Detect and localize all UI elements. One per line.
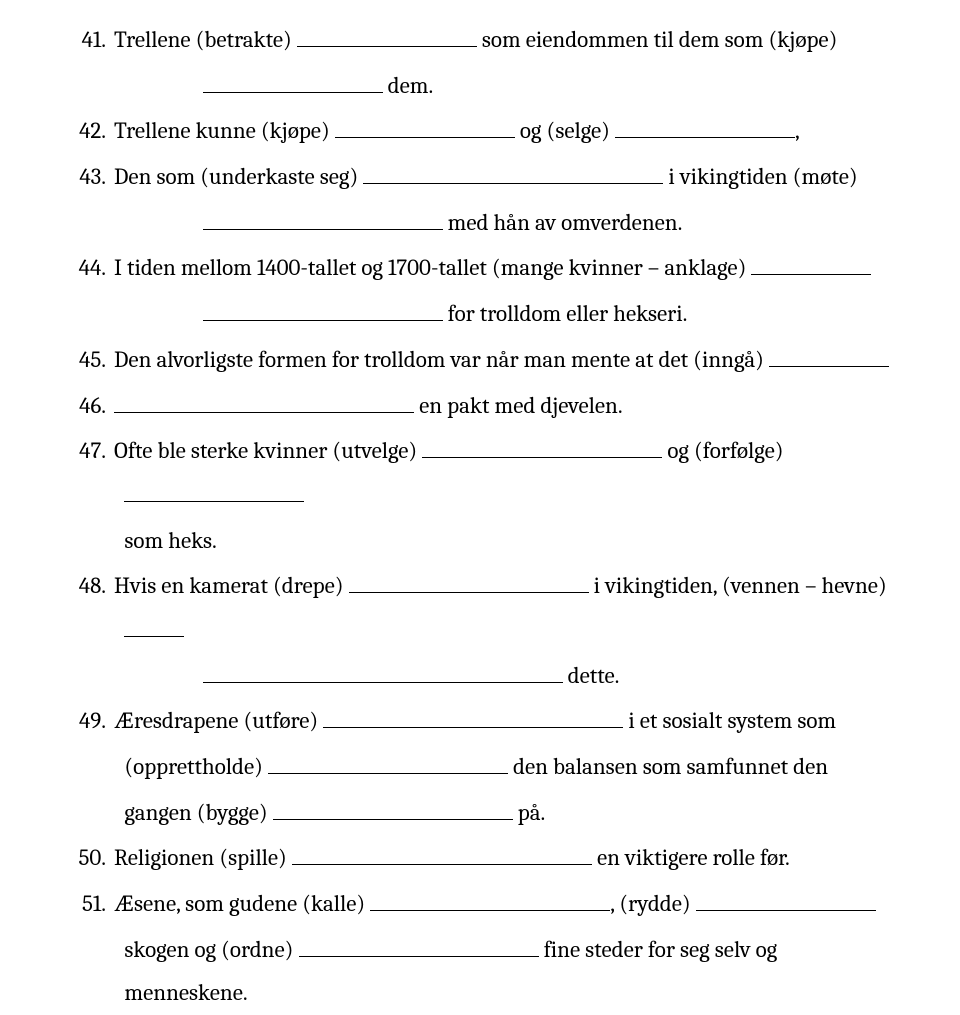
text-fragment: og (forfølge) [662,437,783,464]
exercise-item-51: 51. Æsene, som gudene (kalle) , (rydde) [60,882,900,926]
fill-blank[interactable] [273,798,513,820]
exercise-item-43-cont: med hån av omverdenen. [60,201,900,245]
text-fragment: Den som (underkaste seg) [114,163,363,190]
fill-blank[interactable] [203,661,563,683]
item-number: 50. [60,836,106,880]
exercise-item-47-cont: som heks. [60,519,900,563]
text-fragment: en viktigere rolle før. [592,844,790,871]
exercise-item-42: 42. Trellene kunne (kjøpe) og (selge) , [60,109,900,153]
fill-blank[interactable] [299,935,539,957]
exercise-item-44-cont: for trolldom eller hekseri. [60,292,900,336]
item-number: 49. [60,699,106,743]
text-fragment: gangen (bygge) [124,799,272,826]
text-fragment: i vikingtiden (møte) [663,163,857,190]
text-fragment: Trellene (betrakte) [114,26,297,53]
fill-blank[interactable] [323,707,623,729]
text-fragment: Ofte ble sterke kvinner (utvelge) [114,437,422,464]
fill-blank[interactable] [124,615,184,637]
fill-blank[interactable] [292,844,592,866]
text-fragment: (opprettholde) [124,753,268,780]
text-fragment: med hån av omverdenen. [443,209,683,236]
exercise-item-44: 44. I tiden mellom 1400-tallet og 1700-ta… [60,246,900,290]
text-fragment: dem. [383,72,434,99]
text-fragment: Den alvorligste formen for trolldom var … [114,346,769,373]
text-fragment: i et sosialt system som [623,707,836,734]
exercise-item-41: 41. Trellene (betrakte) som eiendommen ti… [60,18,900,62]
fill-blank[interactable] [615,117,795,139]
item-number: 43. [60,155,106,199]
fill-blank[interactable] [124,480,304,502]
text-fragment: på. [513,799,546,826]
fill-blank[interactable] [203,71,383,93]
text-fragment: som heks. [124,527,216,554]
fill-blank[interactable] [203,208,443,230]
exercise-item-43: 43. Den som (underkaste seg) i vikingtide… [60,155,900,199]
fill-blank[interactable] [268,752,508,774]
text-fragment: , [795,117,800,144]
exercise-item-45: 45. Den alvorligste formen for trolldom v… [60,338,900,382]
item-number: 42. [60,109,106,153]
text-fragment: Trellene kunne (kjøpe) [114,117,335,144]
text-fragment: den balansen som samfunnet den [508,753,828,780]
text-fragment: I tiden mellom 1400-tallet og 1700-talle… [114,254,751,281]
fill-blank[interactable] [363,162,663,184]
text-fragment: Hvis en kamerat (drepe) [114,572,349,599]
fill-blank[interactable] [335,117,515,139]
exercise-item-48: 48. Hvis en kamerat (drepe) i vikingtiden… [60,564,900,651]
exercise-item-49-cont-2: gangen (bygge) på. [60,791,900,835]
exercise-item-49: 49. Æresdrapene (utføre) i et sosialt sys… [60,699,900,743]
text-fragment: Æresdrapene (utføre) [114,707,323,734]
item-number: 47. [60,429,106,473]
text-fragment: skogen og (ordne) [124,936,298,963]
item-number: 46. [60,384,106,428]
item-number: 51. [60,882,106,926]
fill-blank[interactable] [422,437,662,459]
text-fragment: Æsene, som gudene (kalle) [114,890,370,917]
exercise-item-50: 50. Religionen (spille) en viktigere roll… [60,836,900,880]
text-fragment: i vikingtiden, (vennen – hevne) [589,572,887,599]
fill-blank[interactable] [751,254,871,276]
text-fragment: , (rydde) [610,890,696,917]
text-fragment: for trolldom eller hekseri. [443,300,688,327]
fill-blank[interactable] [297,25,477,47]
fill-blank[interactable] [114,391,414,413]
fill-blank[interactable] [769,345,889,367]
fill-blank[interactable] [203,299,443,321]
exercise-item-47: 47. Ofte ble sterke kvinner (utvelge) og … [60,429,900,516]
fill-blank[interactable] [349,572,589,594]
fill-blank[interactable] [696,889,876,911]
text-fragment: Religionen (spille) [114,844,292,871]
text-fragment: og (selge) [515,117,615,144]
item-number: 45. [60,338,106,382]
text-fragment: dette. [563,662,620,689]
item-number: 44. [60,246,106,290]
text-fragment: en pakt med djevelen. [414,392,623,419]
exercise-item-48-cont: dette. [60,654,900,698]
fill-blank[interactable] [370,889,610,911]
exercise-item-41-cont: dem. [60,64,900,108]
text-fragment: som eiendommen til dem som (kjøpe) [477,26,838,53]
exercise-item-51-cont: skogen og (ordne) fine steder for seg se… [60,928,900,1015]
item-number: 48. [60,564,106,608]
item-number: 41. [60,18,106,62]
exercise-item-46: 46. en pakt med djevelen. [60,384,900,428]
exercise-item-49-cont-1: (opprettholde) den balansen som samfunne… [60,745,900,789]
